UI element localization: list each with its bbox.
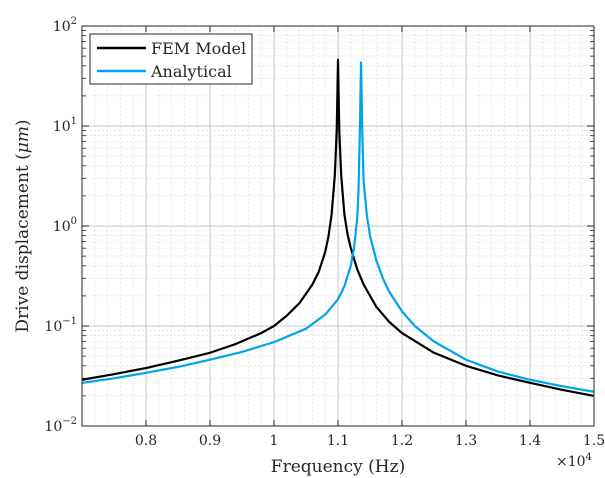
legend-label-fem-model: FEM Model <box>151 39 246 58</box>
x-tick-label: 1.2 <box>391 433 413 449</box>
series-layer <box>81 58 595 397</box>
x-tick-label: 1.3 <box>455 433 477 449</box>
ticks <box>82 25 595 427</box>
x-tick-labels: 0.8 0.9 1 1.1 1.2 1.3 1.4 1.5 <box>135 433 605 449</box>
y-tick-label: 100 <box>53 216 77 235</box>
legend-label-analytical: Analytical <box>150 62 232 81</box>
legend-box <box>89 33 253 85</box>
x-axis-exponent: ×104 <box>556 452 592 470</box>
y-axis-label: Drive displacement (μm) <box>13 119 33 332</box>
y-tick-label: 10−2 <box>44 416 77 435</box>
y-tick-labels: 10−2 10−1 100 101 102 <box>44 16 77 435</box>
x-tick-label: 1 <box>270 433 279 449</box>
x-tick-label: 1.4 <box>519 433 541 449</box>
x-tick-label: 0.8 <box>135 433 157 449</box>
y-tick-label: 10−1 <box>44 316 77 335</box>
series-line-fem-model <box>81 58 595 397</box>
x-tick-label: 0.9 <box>199 433 221 449</box>
y-tick-label: 102 <box>53 16 77 35</box>
legend: FEM Model Analytical <box>89 33 253 85</box>
x-tick-label: 1.1 <box>327 433 349 449</box>
series-line-analytical <box>81 61 595 393</box>
x-tick-label: 1.5 <box>583 433 605 449</box>
y-tick-label: 101 <box>53 116 77 135</box>
x-axis-label: Frequency (Hz) <box>271 457 405 477</box>
